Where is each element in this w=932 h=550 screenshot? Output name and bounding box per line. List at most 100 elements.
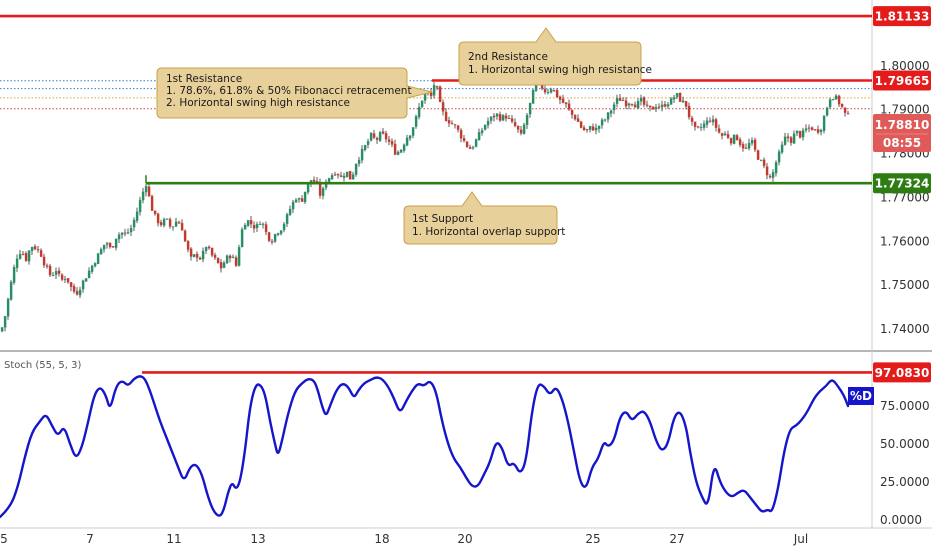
candle-body — [495, 113, 499, 117]
date-tick-label: 11 — [166, 532, 181, 546]
indicator-tick-label: 75.0000 — [880, 399, 930, 413]
candle-body — [567, 103, 571, 110]
candle-body — [51, 275, 55, 277]
candle-body — [303, 191, 307, 203]
candle-body — [486, 120, 490, 126]
percent-d-badge: %D — [848, 387, 874, 405]
callout-line: 2. Horizontal swing high resistance — [166, 97, 350, 109]
candle-body — [120, 232, 124, 235]
candle-body — [621, 99, 625, 102]
candle-body — [327, 178, 331, 182]
price-tick-label: 1.74000 — [880, 322, 930, 336]
candle-body — [189, 248, 193, 257]
date-tick-label: 5 — [0, 532, 8, 546]
price-tick-label: 1.77000 — [880, 190, 930, 204]
candle-body — [522, 124, 526, 134]
candle-body — [552, 89, 556, 92]
candle-body — [663, 104, 667, 107]
candle-body — [225, 255, 229, 264]
candle-body — [603, 119, 607, 121]
candle-body — [753, 139, 757, 150]
date-tick-label: 13 — [250, 532, 265, 546]
candle-body — [243, 224, 247, 230]
candle-body — [396, 151, 400, 155]
candle-body — [72, 286, 76, 292]
candle-body — [408, 135, 412, 139]
callout-title: 2nd Resistance — [468, 51, 548, 63]
candle-body — [180, 222, 184, 231]
candle-body — [165, 218, 169, 220]
candle-body — [489, 116, 493, 121]
candle-body — [321, 188, 325, 196]
candle-body — [75, 290, 79, 295]
candle-body — [624, 100, 628, 107]
callout-title: 1st Resistance — [166, 73, 242, 85]
candle-body — [381, 131, 385, 134]
candle-body — [807, 127, 811, 129]
candle-body — [384, 133, 388, 140]
candle-body — [147, 186, 151, 197]
candle-body — [228, 255, 232, 259]
first-support-label: 1.77324 — [875, 177, 930, 191]
candle-body — [558, 96, 562, 100]
candlestick-series — [0, 76, 850, 333]
candle-body — [516, 125, 520, 130]
candle-body — [0, 327, 4, 332]
candle-body — [579, 121, 583, 128]
candle-body — [246, 220, 250, 226]
candle-body — [42, 256, 46, 266]
candle-body — [288, 208, 292, 215]
candle-body — [138, 199, 142, 213]
candle-body — [270, 241, 274, 243]
candle-body — [636, 101, 640, 109]
candle-body — [57, 270, 61, 274]
candle-body — [735, 135, 739, 141]
candle-body — [597, 125, 601, 129]
indicator-axis-ticks: 75.0000 50.0000 25.0000 0.0000 — [880, 399, 930, 527]
candle-body — [699, 127, 703, 129]
candle-body — [354, 163, 358, 175]
candle-body — [492, 115, 496, 118]
candle-body — [276, 233, 280, 235]
candle-body — [168, 218, 172, 227]
candle-body — [570, 109, 574, 115]
candle-body — [633, 104, 637, 108]
candle-body — [756, 150, 760, 160]
candle-body — [351, 174, 355, 180]
candle-body — [696, 126, 700, 128]
candle-body — [639, 97, 643, 102]
indicator-tick-label: 25.0000 — [880, 475, 930, 489]
candle-body — [684, 101, 688, 107]
candle-body — [18, 253, 22, 259]
candle-body — [729, 137, 733, 144]
candle-body — [651, 106, 655, 110]
candle-body — [93, 263, 97, 267]
candle-body — [630, 104, 634, 106]
candle-body — [468, 147, 472, 150]
candle-body — [804, 128, 808, 131]
candle-body — [480, 130, 484, 134]
stoch-d-line — [0, 375, 850, 519]
indicator-title: Stoch (55, 5, 3) — [4, 360, 81, 371]
candle-body — [162, 218, 166, 226]
candle-body — [342, 175, 346, 178]
candle-body — [828, 99, 832, 108]
percent-d-bg — [848, 387, 874, 405]
candle-body — [555, 90, 559, 98]
candle-body — [291, 201, 295, 210]
candle-body — [525, 114, 529, 126]
second-resistance-label: 1.79665 — [875, 74, 930, 88]
candle-body — [108, 242, 112, 248]
candle-body — [177, 222, 181, 224]
price-tick-label: 1.80000 — [880, 59, 930, 73]
candle-body — [585, 129, 589, 131]
candle-body — [69, 282, 73, 288]
candle-body — [231, 256, 235, 259]
level-lines: 1.81133 1.79665 1.77324 — [0, 6, 931, 194]
price-tick-label: 1.76000 — [880, 234, 930, 248]
candle-body — [750, 140, 754, 144]
candle-body — [705, 120, 709, 125]
candle-body — [543, 88, 547, 93]
candle-body — [240, 229, 244, 248]
candle-body — [843, 107, 847, 113]
